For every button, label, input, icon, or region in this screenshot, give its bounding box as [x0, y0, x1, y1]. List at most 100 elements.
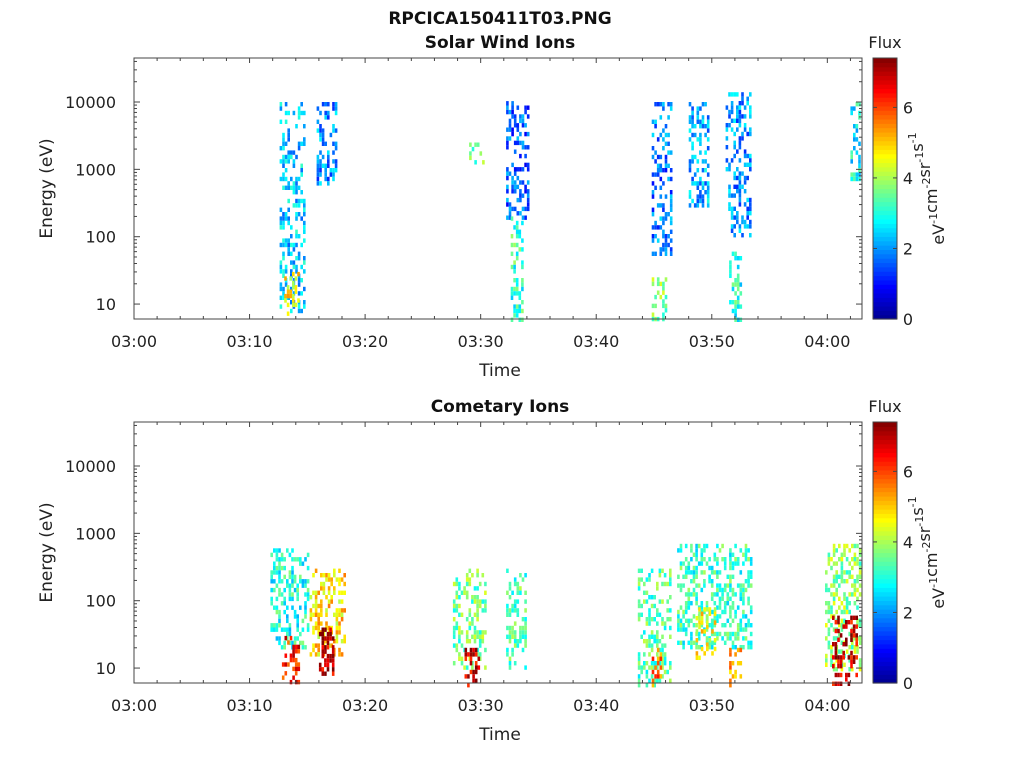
- data-cell: [296, 623, 299, 628]
- data-cell: [744, 552, 748, 557]
- data-cell: [708, 607, 712, 612]
- data-cell: [295, 229, 298, 234]
- data-cell: [309, 617, 313, 622]
- data-cell: [511, 630, 514, 635]
- data-cell: [471, 634, 474, 639]
- data-cell: [526, 145, 530, 150]
- data-cell: [452, 608, 456, 613]
- data-cell: [303, 124, 306, 129]
- data-cell: [747, 623, 750, 628]
- data-cell: [684, 631, 688, 637]
- data-cell: [510, 286, 514, 292]
- data-cell: [729, 683, 732, 688]
- data-cell: [739, 674, 743, 679]
- data-cell: [335, 625, 339, 631]
- data-cell: [273, 548, 276, 553]
- data-cell: [284, 102, 288, 107]
- data-cell: [296, 614, 299, 619]
- colorbar-segment: [873, 188, 897, 194]
- data-cell: [666, 608, 669, 613]
- y-tick-label: 100: [85, 592, 116, 611]
- data-cell: [510, 264, 514, 270]
- data-cell: [325, 612, 328, 617]
- data-cell: [713, 570, 717, 575]
- data-cell: [306, 579, 310, 584]
- data-cell: [664, 277, 668, 282]
- data-cell: [321, 128, 325, 133]
- data-cell: [693, 172, 697, 177]
- data-cell: [287, 207, 290, 212]
- data-cell: [283, 557, 286, 562]
- data-cell: [282, 273, 285, 278]
- data-cell: [300, 172, 303, 177]
- data-cell: [651, 225, 655, 230]
- y-tick-label: 100: [85, 228, 116, 247]
- data-cell: [319, 181, 322, 186]
- data-cell: [291, 596, 294, 602]
- data-cell: [318, 631, 322, 637]
- data-cell: [309, 608, 313, 613]
- data-cell: [690, 548, 693, 553]
- data-cell: [656, 225, 660, 230]
- data-cell: [296, 557, 299, 562]
- data-cell: [662, 286, 665, 291]
- data-cell: [725, 158, 729, 163]
- data-cell: [701, 203, 705, 208]
- data-cell: [691, 106, 694, 111]
- data-cell: [506, 625, 509, 631]
- data-cell: [827, 552, 831, 557]
- data-cell: [654, 674, 657, 679]
- data-cell: [295, 198, 298, 204]
- data-cell: [465, 577, 469, 582]
- data-cell: [306, 623, 310, 628]
- data-cell: [297, 666, 301, 672]
- data-cell: [326, 662, 330, 668]
- data-cell: [279, 282, 283, 287]
- data-cell: [830, 609, 833, 615]
- data-cell: [291, 557, 294, 562]
- colorbar-tick-label: 4: [903, 533, 913, 552]
- data-cell: [299, 557, 302, 562]
- data-cell: [332, 106, 335, 111]
- data-cell: [852, 655, 856, 660]
- data-cell: [526, 162, 530, 168]
- data-cell: [455, 625, 459, 631]
- data-cell: [858, 574, 862, 579]
- data-cell: [710, 583, 714, 588]
- data-cell: [316, 154, 320, 160]
- data-cell: [830, 645, 833, 650]
- data-cell: [273, 627, 276, 632]
- data-cell: [332, 159, 335, 164]
- data-cell: [734, 609, 737, 615]
- data-cell: [743, 202, 747, 207]
- data-cell: [729, 605, 732, 610]
- data-cell: [734, 251, 737, 256]
- data-cell: [832, 543, 836, 549]
- data-cell: [511, 105, 514, 110]
- data-cell: [283, 596, 286, 602]
- colorbar-segment: [873, 482, 897, 488]
- data-cell: [669, 608, 672, 613]
- data-cell: [832, 552, 836, 557]
- data-cell: [516, 167, 520, 172]
- data-cell: [515, 225, 519, 230]
- data-cell: [736, 623, 740, 628]
- data-cell: [295, 212, 298, 217]
- data-cell: [306, 587, 310, 593]
- data-cell: [473, 586, 477, 591]
- data-cell: [858, 168, 861, 173]
- data-cell: [290, 260, 293, 265]
- data-cell: [333, 639, 336, 644]
- data-cell: [286, 311, 290, 316]
- data-cell: [851, 574, 854, 579]
- data-cell: [288, 574, 292, 580]
- data-cell: [278, 592, 281, 597]
- colorbar-segment: [873, 669, 897, 675]
- data-cell: [700, 629, 704, 634]
- data-cell: [275, 623, 279, 628]
- data-cell: [299, 574, 302, 580]
- data-cell: [294, 644, 298, 650]
- data-cell: [643, 630, 646, 635]
- data-cell: [850, 150, 853, 155]
- data-cell: [679, 583, 683, 588]
